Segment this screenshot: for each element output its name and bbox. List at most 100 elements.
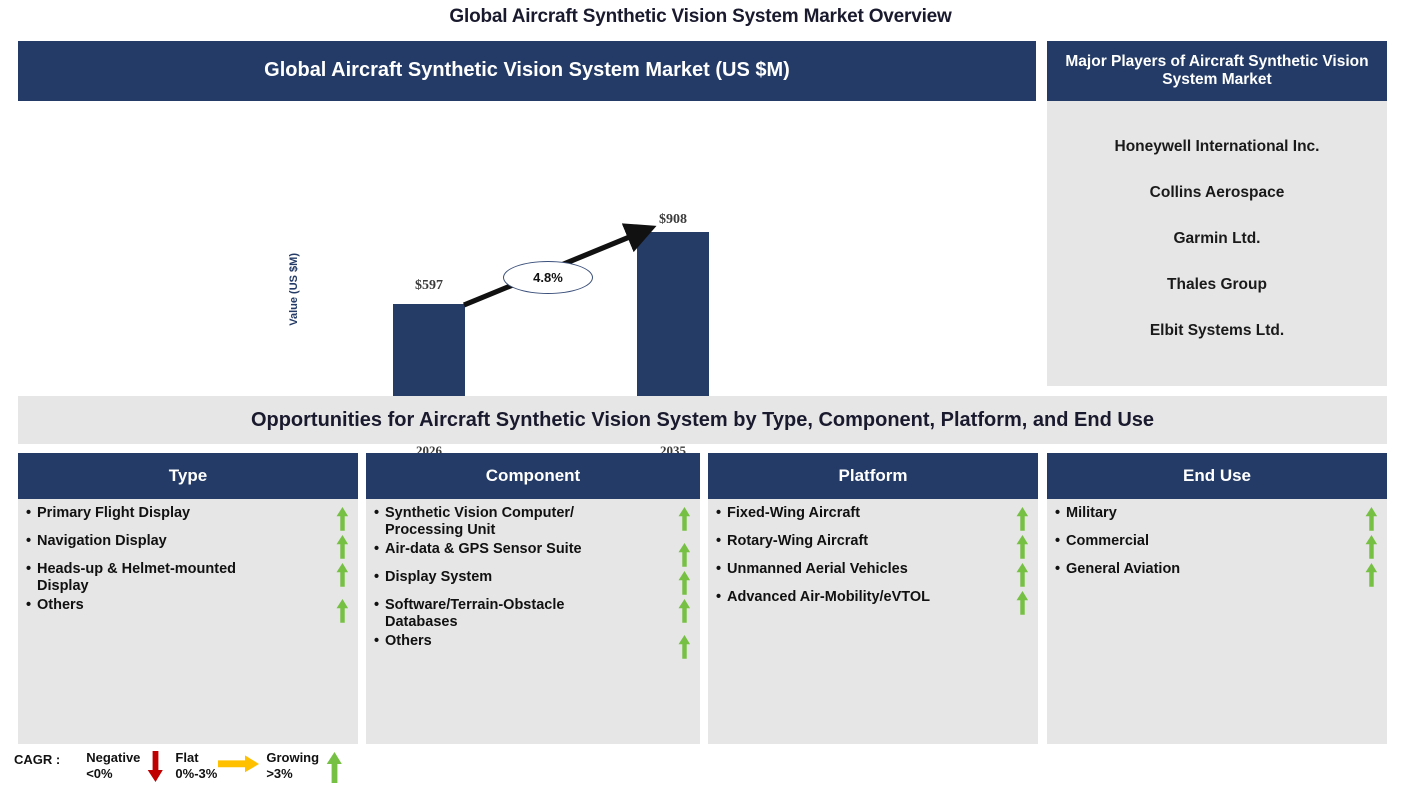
trend-growing-icon (676, 597, 692, 623)
arrow-down-red-icon (140, 750, 170, 783)
legend-negative-text: Negative <0% (86, 750, 140, 783)
opportunities-banner-text: Opportunities for Aircraft Synthetic Vis… (250, 408, 1155, 431)
opportunity-item-label: • Software/Terrain-Obstacle Databases (374, 596, 565, 630)
trend-growing-icon (334, 533, 350, 559)
bullet-icon: • (374, 505, 380, 521)
trend-growing-icon (334, 505, 350, 531)
legend-flat-name: Flat (175, 750, 199, 765)
trend-growing-icon (676, 569, 692, 595)
opportunity-item: • Military (1055, 505, 1379, 531)
major-players-list: Honeywell International Inc. Collins Aer… (1047, 101, 1387, 386)
opportunity-item-label: • Heads-up & Helmet-mounted Display (26, 561, 236, 594)
arrow-right-orange-icon (217, 750, 261, 773)
bullet-icon: • (26, 561, 32, 577)
bullet-icon: • (26, 596, 32, 613)
opportunity-item: • Commercial (1055, 533, 1379, 559)
page-title: Global Aircraft Synthetic Vision System … (0, 6, 1403, 28)
opportunity-column-component: Component • Synthetic Vision Computer/Pro… (366, 453, 700, 744)
legend-negative-range: <0% (86, 766, 113, 782)
list-item: Honeywell International Inc. (1114, 138, 1320, 155)
column-body-end-use: • Military • Commercial • General Aviation (1047, 499, 1387, 744)
bullet-icon: • (26, 505, 32, 521)
column-header-text: Component (485, 465, 581, 485)
opportunity-item-label: • Display System (374, 568, 493, 585)
opportunity-item: • Software/Terrain-Obstacle Databases (374, 597, 692, 631)
legend-growing-range: >3% (266, 766, 293, 782)
opportunity-item-label: • Military (1055, 505, 1117, 521)
trend-growing-icon (1014, 533, 1030, 559)
opportunity-item: • Display System (374, 569, 692, 595)
trend-growing-icon (676, 505, 692, 531)
column-header-platform: Platform (708, 453, 1038, 499)
opportunity-item: • Air-data & GPS Sensor Suite (374, 541, 692, 567)
cagr-legend: CAGR : Negative <0% Flat 0%-3% Growing >… (14, 750, 614, 795)
major-players-header: Major Players of Aircraft Synthetic Visi… (1047, 41, 1387, 101)
bullet-icon: • (374, 596, 380, 613)
major-players-header-text: Major Players of Aircraft Synthetic Visi… (1065, 52, 1369, 88)
list-item: Collins Aerospace (1149, 184, 1285, 201)
column-body-platform: • Fixed-Wing Aircraft • Rotary-Wing Aircraf… (708, 499, 1038, 744)
column-header-component: Component (366, 453, 700, 499)
opportunity-item: • Navigation Display (26, 533, 350, 559)
chart-panel-header-text: Global Aircraft Synthetic Vision System … (264, 59, 790, 82)
column-header-text: Type (168, 465, 208, 485)
opportunity-item: • Others (374, 633, 692, 659)
legend-flat-range: 0%-3% (175, 766, 218, 782)
trend-growing-icon (1014, 561, 1030, 587)
opportunity-item-label: • Advanced Air-Mobility/eVTOL (716, 589, 931, 605)
opportunity-column-type: Type • Primary Flight Display • Navigation … (18, 453, 358, 744)
arrow-up-green-icon (319, 750, 349, 783)
opportunity-item-label: • Rotary-Wing Aircraft (716, 533, 869, 549)
opportunity-item-label: • Navigation Display (26, 533, 167, 549)
bullet-icon: • (716, 505, 722, 521)
list-item: Thales Group (1167, 276, 1267, 293)
bullet-icon: • (26, 533, 32, 549)
legend-growing-text: Growing >3% (266, 750, 319, 783)
column-header-type: Type (18, 453, 358, 499)
legend-entry-growing: Growing >3% (266, 750, 349, 783)
opportunity-item: • Fixed-Wing Aircraft (716, 505, 1030, 531)
bullet-icon: • (1055, 561, 1061, 577)
opportunity-item-label: • Others (26, 596, 84, 613)
opportunity-item-label: • Commercial (1055, 533, 1150, 549)
opportunity-column-platform: Platform • Fixed-Wing Aircraft • Rotary-Win… (708, 453, 1038, 744)
bullet-icon: • (716, 533, 722, 549)
opportunity-item: • General Aviation (1055, 561, 1379, 587)
chart-panel-header: Global Aircraft Synthetic Vision System … (18, 41, 1036, 101)
opportunity-item: • Synthetic Vision Computer/Processing Un… (374, 505, 692, 539)
trend-growing-icon (1014, 505, 1030, 531)
opportunity-item-label: • Fixed-Wing Aircraft (716, 505, 861, 521)
opportunity-item-label: • Synthetic Vision Computer/Processing Un… (374, 505, 575, 538)
list-item: Elbit Systems Ltd. (1149, 322, 1285, 339)
page-title-text: Global Aircraft Synthetic Vision System … (449, 6, 952, 27)
chart-y-axis-label: Value (US $M) (288, 253, 300, 326)
bullet-icon: • (716, 561, 722, 577)
bullet-icon: • (374, 632, 380, 649)
bullet-icon: • (1055, 505, 1061, 521)
trend-growing-icon (1014, 589, 1030, 615)
cagr-bubble: 4.8% (503, 261, 593, 294)
trend-growing-icon (1363, 561, 1379, 587)
bar-value-2035: $908 (659, 212, 687, 227)
market-bar-chart: Value (US $M) $597 $908 4.8% 2026 2035 S… (18, 101, 1036, 482)
legend-negative-name: Negative (86, 750, 141, 765)
legend-growing-name: Growing (266, 750, 320, 765)
bar-value-2026: $597 (415, 278, 443, 293)
cagr-bubble-text: 4.8% (533, 270, 563, 285)
opportunity-item: • Others (26, 597, 350, 623)
opportunity-item: • Advanced Air-Mobility/eVTOL (716, 589, 1030, 615)
opportunity-item-label: • General Aviation (1055, 561, 1181, 577)
column-header-text: End Use (1182, 465, 1252, 485)
bullet-icon: • (1055, 533, 1061, 549)
opportunity-item-label: • Others (374, 632, 432, 649)
column-header-text: Platform (838, 465, 908, 485)
trend-growing-icon (1363, 505, 1379, 531)
column-header-end-use: End Use (1047, 453, 1387, 499)
trend-growing-icon (676, 541, 692, 567)
trend-growing-icon (676, 633, 692, 659)
legend-entry-negative: Negative <0% (86, 750, 170, 783)
trend-growing-icon (334, 561, 350, 587)
opportunities-banner: Opportunities for Aircraft Synthetic Vis… (18, 396, 1387, 444)
trend-growing-icon (1363, 533, 1379, 559)
cagr-legend-title: CAGR : (14, 752, 61, 767)
